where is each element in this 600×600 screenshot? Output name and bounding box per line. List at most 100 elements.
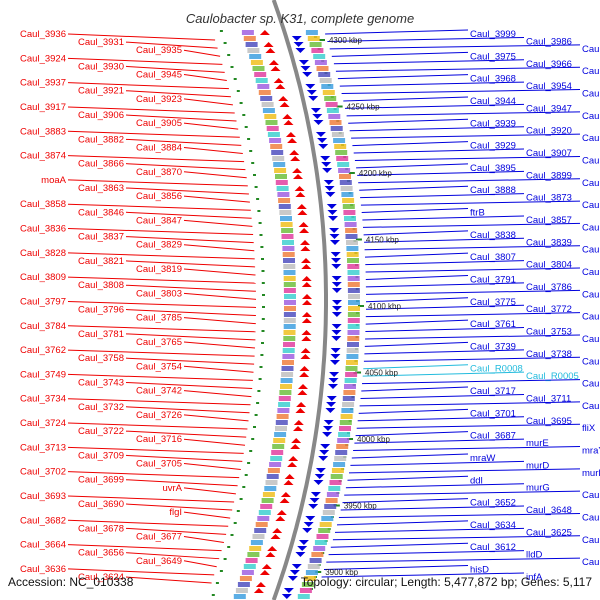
left-gene-label[interactable]: Caul_3808 [78, 280, 124, 291]
right-gene-label[interactable]: Caul_3913 [582, 156, 600, 167]
left-gene-label[interactable]: Caul_3863 [78, 183, 124, 194]
right-gene-label[interactable]: Caul_3975 [470, 51, 516, 62]
right-gene-label[interactable]: Caul_3752 [582, 334, 600, 345]
left-gene-label[interactable]: Caul_3742 [136, 386, 182, 397]
right-gene-label[interactable]: Caul_3652 [470, 498, 516, 509]
right-gene-label[interactable]: Caul_3939 [470, 118, 516, 129]
left-gene-label[interactable]: Caul_3765 [136, 337, 182, 348]
right-gene-label[interactable]: Caul_3620 [582, 535, 600, 546]
right-gene-label[interactable]: Caul_3899 [526, 170, 572, 181]
right-gene-label[interactable]: mraW [470, 453, 495, 464]
left-gene-label[interactable]: Caul_3945 [136, 70, 182, 81]
right-gene-label[interactable]: Caul_3738 [526, 349, 572, 360]
right-gene-label[interactable]: Caul_3637 [582, 513, 600, 524]
left-gene-label[interactable]: Caul_3702 [20, 467, 66, 478]
left-gene-label[interactable]: Caul_3762 [20, 345, 66, 356]
left-gene-label[interactable]: Caul_3937 [20, 78, 66, 89]
right-gene-label[interactable]: Caul_3968 [470, 74, 516, 85]
left-gene-label[interactable]: Caul_3931 [78, 37, 124, 48]
left-gene-label[interactable]: Caul_3734 [20, 394, 66, 405]
left-gene-label[interactable]: Caul_3921 [78, 86, 124, 97]
right-gene-label[interactable]: Caul_3804 [526, 260, 572, 271]
left-gene-label[interactable]: Caul_3722 [78, 426, 124, 437]
right-gene-label[interactable]: Caul_3729 [582, 356, 600, 367]
right-gene-label[interactable]: Caul_3711 [526, 394, 571, 405]
right-gene-label[interactable]: Caul_3701 [470, 408, 516, 419]
right-gene-label[interactable]: murB [582, 468, 600, 479]
left-gene-label[interactable]: Caul_3699 [78, 475, 124, 486]
right-gene-label[interactable]: Caul_3805 [582, 267, 600, 278]
left-gene-label[interactable]: Caul_3846 [78, 207, 124, 218]
left-gene-label[interactable]: Caul_3624 [78, 572, 124, 583]
right-gene-label[interactable]: Caul_3976 [582, 66, 600, 77]
right-gene-label[interactable]: Caul_R0008 [470, 364, 523, 375]
left-gene-label[interactable]: Caul_3874 [20, 151, 66, 162]
left-gene-label[interactable]: Caul_3724 [20, 418, 66, 429]
right-gene-label[interactable]: Caul_3993 [582, 44, 600, 55]
left-gene-label[interactable]: Caul_3743 [78, 378, 124, 389]
left-gene-label[interactable]: Caul_3803 [136, 288, 182, 299]
left-gene-label[interactable]: Caul_3906 [78, 110, 124, 121]
left-gene-label[interactable]: Caul_3905 [136, 118, 182, 129]
right-gene-label[interactable]: Caul_3717 [470, 386, 516, 397]
left-gene-label[interactable]: Caul_3884 [136, 143, 182, 154]
left-gene-label[interactable]: flgI [169, 507, 182, 518]
right-gene-label[interactable]: Caul_3625 [526, 527, 572, 538]
right-gene-label[interactable]: Caul_3845 [582, 222, 600, 233]
left-gene-label[interactable]: Caul_3713 [20, 442, 66, 453]
left-gene-label[interactable]: Caul_3758 [78, 353, 124, 364]
right-gene-label[interactable]: Caul_3599 [582, 557, 600, 568]
right-gene-label[interactable]: Caul_3659 [582, 490, 600, 501]
right-gene-label[interactable]: Caul_3876 [582, 200, 600, 211]
left-gene-label[interactable]: Caul_3677 [136, 532, 182, 543]
left-gene-label[interactable]: Caul_3924 [20, 53, 66, 64]
right-gene-label[interactable]: Caul_R0005 [526, 371, 579, 382]
right-gene-label[interactable]: lldD [526, 550, 543, 561]
left-gene-label[interactable]: Caul_3690 [78, 499, 124, 510]
left-gene-label[interactable]: Caul_3732 [78, 402, 124, 413]
left-gene-label[interactable]: Caul_3781 [78, 329, 124, 340]
left-gene-label[interactable]: moaA [41, 175, 66, 186]
left-gene-label[interactable]: Caul_3858 [20, 199, 66, 210]
right-gene-label[interactable]: Caul_3944 [470, 96, 516, 107]
left-gene-label[interactable]: Caul_3796 [78, 305, 124, 316]
right-gene-label[interactable]: Caul_3932 [582, 111, 600, 122]
right-gene-label[interactable]: Caul_3839 [526, 237, 572, 248]
left-gene-label[interactable]: Caul_3819 [136, 264, 182, 275]
right-gene-label[interactable]: murG [526, 483, 550, 494]
left-gene-label[interactable]: Caul_3883 [20, 126, 66, 137]
left-gene-label[interactable]: Caul_3682 [20, 515, 66, 526]
right-gene-label[interactable]: Caul_3761 [470, 319, 516, 330]
left-gene-label[interactable]: Caul_3917 [20, 102, 66, 113]
right-gene-label[interactable]: murE [526, 438, 549, 449]
right-gene-label[interactable]: Caul_3687 [470, 431, 516, 442]
left-gene-label[interactable]: Caul_3882 [78, 134, 124, 145]
left-gene-label[interactable]: uvrA [162, 483, 182, 494]
left-gene-label[interactable]: Caul_3797 [20, 296, 66, 307]
left-gene-label[interactable]: Caul_3754 [136, 361, 182, 372]
right-gene-label[interactable]: Caul_3648 [526, 505, 572, 516]
right-gene-label[interactable]: Caul_3704 [582, 401, 600, 412]
left-gene-label[interactable]: Caul_3936 [20, 29, 66, 40]
left-gene-label[interactable]: Caul_3837 [78, 232, 124, 243]
left-gene-label[interactable]: Caul_3828 [20, 248, 66, 259]
right-gene-label[interactable]: ddl [470, 475, 483, 486]
left-gene-label[interactable]: Caul_3678 [78, 523, 124, 534]
right-gene-label[interactable]: Caul_3782 [582, 289, 600, 300]
right-gene-label[interactable]: Caul_3791 [470, 275, 516, 286]
left-gene-label[interactable]: Caul_3784 [20, 321, 66, 332]
right-gene-label[interactable]: Caul_3885 [582, 178, 600, 189]
left-gene-label[interactable]: Caul_3866 [78, 159, 124, 170]
right-gene-label[interactable]: Caul_3956 [582, 89, 600, 100]
right-gene-label[interactable]: Caul_3695 [526, 416, 572, 427]
left-gene-label[interactable]: Caul_3649 [136, 556, 182, 567]
right-gene-label[interactable]: Caul_3888 [470, 185, 516, 196]
right-gene-label[interactable]: ftrB [470, 208, 485, 219]
right-gene-label[interactable]: Caul_3873 [526, 193, 572, 204]
left-gene-label[interactable]: Caul_3856 [136, 191, 182, 202]
left-gene-label[interactable]: Caul_3930 [78, 61, 124, 72]
right-gene-label[interactable]: murD [526, 460, 549, 471]
right-gene-label[interactable]: Caul_3947 [526, 103, 572, 114]
right-gene-label[interactable]: hisD [470, 565, 489, 576]
right-gene-label[interactable]: Caul_3926 [582, 133, 600, 144]
